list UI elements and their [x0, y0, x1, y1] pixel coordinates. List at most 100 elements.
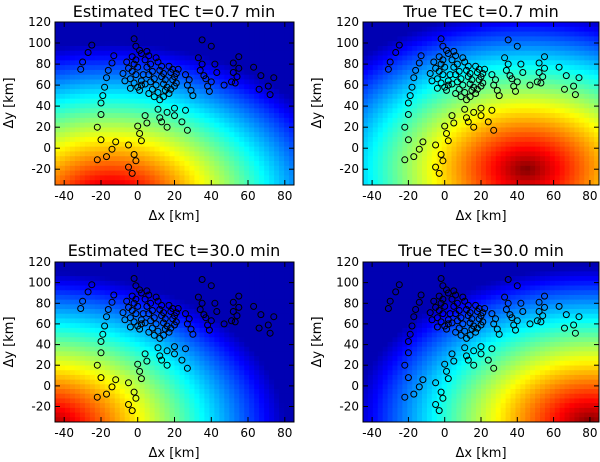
heat-cell — [279, 151, 285, 157]
heat-cell — [426, 22, 433, 28]
heat-cell — [109, 89, 116, 95]
heat-cell — [214, 165, 220, 172]
heat-cell — [466, 156, 472, 162]
heat-cell — [59, 31, 66, 37]
heat-cell — [209, 384, 215, 390]
heat-cell — [289, 304, 294, 310]
heat-cell — [224, 89, 230, 95]
heat-cell — [94, 170, 101, 177]
heat-cell — [114, 108, 121, 114]
heat-cell — [174, 151, 181, 157]
heat-cell — [392, 132, 399, 138]
heat-cell — [530, 84, 536, 90]
heat-cell — [436, 151, 443, 157]
heat-cell — [69, 137, 76, 143]
heat-cell — [129, 31, 136, 37]
heat-cell — [564, 132, 571, 138]
heat-cell — [520, 137, 526, 143]
heat-cell — [84, 175, 91, 181]
heat-cell — [74, 370, 81, 376]
heat-cell — [535, 84, 541, 90]
heat-cell — [144, 137, 151, 143]
heat-cell — [254, 122, 260, 129]
heat-cell — [525, 74, 531, 81]
heat-cell — [134, 370, 141, 376]
x-axis-label: Δx [km] — [455, 209, 506, 224]
heat-cell — [594, 141, 599, 148]
heat-cell — [229, 309, 235, 315]
heat-cell — [179, 65, 186, 71]
heat-cell — [59, 65, 66, 71]
heat-cell — [554, 156, 561, 162]
heat-cell — [59, 370, 66, 376]
heat-cell — [214, 374, 220, 381]
heat-cell — [234, 365, 240, 371]
heat-cell — [219, 365, 225, 371]
heat-cell — [564, 50, 571, 57]
x-tick-label: 0 — [134, 189, 142, 203]
heat-cell — [402, 89, 408, 95]
heat-cell — [149, 45, 156, 52]
heat-cell — [461, 165, 467, 172]
heat-cell — [229, 69, 235, 76]
heat-cell — [229, 313, 235, 320]
heat-cell — [510, 31, 517, 37]
heat-cell — [254, 266, 260, 273]
heat-cell — [264, 156, 270, 162]
heat-cell — [154, 127, 161, 133]
station-marker — [415, 59, 423, 67]
heat-cell — [89, 165, 96, 172]
heat-cell — [279, 365, 285, 371]
heat-cell — [392, 93, 399, 100]
heat-cell — [89, 271, 96, 277]
heat-cell — [104, 337, 111, 343]
heat-cell — [559, 98, 566, 105]
heat-cell — [179, 342, 186, 348]
heat-cell — [495, 122, 502, 129]
heat-cell — [274, 384, 280, 390]
heat-cell — [456, 74, 462, 81]
heat-cell — [229, 127, 235, 133]
heat-cell — [59, 346, 66, 353]
heat-cell — [476, 50, 482, 57]
heat-cell — [229, 55, 235, 61]
station-marker — [145, 52, 153, 60]
heat-cell — [134, 103, 141, 109]
heat-cell — [259, 65, 265, 71]
heat-cell — [59, 98, 66, 105]
heat-cell — [559, 36, 566, 42]
heat-cell — [249, 165, 255, 172]
heat-cell — [495, 108, 502, 114]
heat-cell — [84, 156, 91, 162]
heat-cell — [79, 374, 86, 381]
heat-cell — [505, 175, 512, 181]
y-axis-label: Δy [km] — [2, 77, 17, 128]
station-marker — [461, 58, 469, 66]
heat-cell — [505, 26, 512, 33]
heat-cell — [179, 79, 186, 85]
heat-cell — [530, 36, 536, 42]
heat-cell — [544, 98, 551, 105]
heat-cell — [422, 41, 428, 47]
heat-cell — [114, 290, 121, 296]
heat-cell — [284, 304, 290, 310]
station-marker — [165, 90, 173, 97]
heat-cell — [505, 60, 512, 66]
heat-cell — [234, 79, 240, 85]
heat-cell — [244, 113, 250, 119]
heat-cell — [169, 137, 176, 143]
heat-cell — [139, 271, 146, 277]
heat-cell — [224, 285, 230, 291]
heat-cell — [510, 165, 517, 172]
heat-cell — [104, 122, 111, 129]
heat-cell — [466, 122, 472, 129]
heat-cell — [124, 141, 131, 148]
heat-cell — [289, 137, 294, 143]
heat-cell — [159, 379, 166, 385]
heat-cell — [510, 108, 517, 114]
heat-cell — [189, 389, 196, 395]
station-marker — [401, 123, 409, 131]
heat-cell — [544, 31, 551, 37]
heat-cell — [194, 313, 200, 320]
heat-cell — [179, 175, 186, 181]
